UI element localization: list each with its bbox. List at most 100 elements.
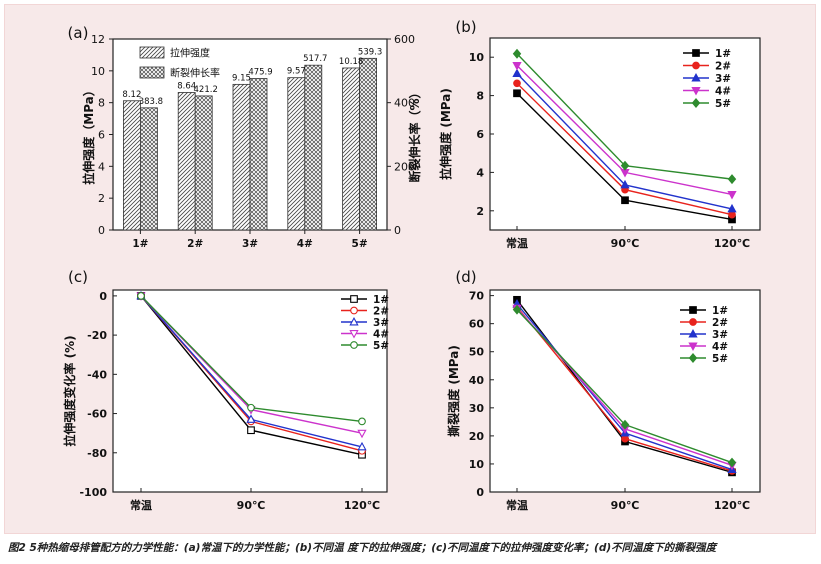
y-tick-label: 50 (469, 346, 485, 359)
legend: 1#2#3#4#5# (341, 294, 389, 352)
legend-marker (350, 341, 358, 349)
legend-marker (349, 330, 359, 339)
data-label-tensile: 8.64 (177, 81, 196, 91)
legend-label: 5# (715, 98, 731, 110)
x-tick-label: 90℃ (611, 237, 640, 250)
y-right-tick-label: 200 (394, 160, 415, 173)
panel-label: (b) (455, 18, 476, 36)
x-tick-label: 4# (297, 238, 313, 250)
data-point-1# (513, 89, 521, 98)
data-label-elongation: 517.7 (303, 54, 327, 64)
x-tick-label: 2# (187, 238, 203, 250)
x-tick-label: 90℃ (237, 499, 266, 512)
legend-marker (350, 306, 358, 315)
bar-elongation (194, 95, 213, 231)
legend-label: 1# (715, 48, 731, 60)
legend-label: 4# (712, 341, 728, 353)
bar-elongation (359, 57, 378, 231)
y-tick-label: 0 (476, 486, 484, 499)
y-tick-label: -60 (87, 408, 107, 421)
data-point-3# (246, 414, 256, 423)
x-tick-label: 3# (242, 238, 258, 250)
y-tick-label: 6 (98, 129, 105, 142)
x-tick-label: 120℃ (714, 499, 750, 512)
x-tick-label: 120℃ (714, 237, 750, 250)
data-point-3# (512, 68, 522, 77)
y-tick-label: 30 (469, 402, 485, 415)
y-tick-label: 40 (469, 374, 485, 387)
legend-label: 5# (712, 353, 728, 365)
data-label-elongation: 475.9 (248, 68, 272, 78)
y-tick-label: 8 (98, 97, 105, 110)
y-right-tick-label: 400 (394, 97, 415, 110)
data-label-tensile: 9.15 (232, 73, 251, 83)
data-point-3# (727, 203, 737, 213)
legend-swatch-elongation (139, 66, 165, 79)
legend-marker (688, 342, 698, 352)
figure-caption: 图2 5种热缩母排管配方的力学性能：(a)常温下的力学性能；(b)不同温 度下的… (8, 542, 717, 554)
data-label-tensile: 10.18 (339, 57, 363, 67)
data-point-5# (620, 160, 630, 171)
y-tick-label: 0 (98, 224, 105, 237)
y-tick-label: 8 (476, 90, 484, 103)
data-point-4# (357, 429, 367, 439)
legend-marker (691, 72, 701, 82)
data-point-4# (512, 62, 522, 71)
y-tick-label: 20 (469, 430, 485, 443)
y-tick-label: 10 (469, 458, 485, 471)
legend-marker (691, 98, 701, 108)
legend-label: 4# (373, 329, 389, 341)
y-tick-label: 0 (99, 290, 107, 303)
panel-d: (d) 常温 90℃ 120℃ 0 10 20 30 40 50 60 70 撕裂强度 (MPa) 1#2… (446, 268, 761, 512)
bar-tensile (177, 92, 196, 231)
legend-label: 5# (373, 340, 389, 352)
data-label-tensile: 8.12 (122, 90, 141, 100)
y-axis-label: 撕裂强度 (MPa) (446, 345, 461, 437)
x-tick-label: 常温 (130, 498, 152, 512)
x-tick-label: 常温 (506, 236, 528, 250)
data-point-5# (512, 48, 522, 59)
y-right-tick-label: 0 (394, 224, 401, 237)
bar-elongation (139, 107, 158, 231)
y-tick-label: 6 (476, 128, 484, 141)
legend-swatch-tensile (139, 46, 165, 59)
x-tick-label: 5# (352, 238, 368, 250)
data-point-1# (247, 426, 255, 435)
y-tick-label: 2 (98, 192, 105, 205)
bar-tensile (342, 67, 361, 231)
y-tick-label: 2 (476, 205, 484, 218)
data-point-5# (247, 403, 255, 412)
data-label-elongation: 383.8 (139, 97, 163, 107)
legend-label: 2# (715, 61, 731, 73)
y-axis-label: 拉伸强度（MPa） (81, 84, 96, 185)
legend: 1#2#3#4#5# (680, 305, 728, 365)
data-label-elongation: 421.2 (194, 85, 218, 95)
data-point-5# (727, 457, 737, 468)
y-right-tick-label: 600 (394, 33, 415, 46)
data-point-4# (727, 191, 737, 200)
legend-label: 3# (373, 317, 389, 329)
legend-label-tensile: 拉伸强度 (170, 47, 210, 60)
y-axis-label: 拉伸强度变化率 (%) (62, 335, 77, 446)
legend-label: 3# (712, 329, 728, 341)
plot-area (112, 289, 388, 493)
legend-label: 1# (373, 294, 389, 306)
legend-label: 3# (715, 73, 731, 85)
data-point-5# (727, 174, 737, 185)
data-point-3# (620, 179, 630, 189)
legend-marker (349, 316, 359, 326)
y-tick-label: -80 (87, 447, 107, 460)
panel-c: (c) 常温 90℃ 120℃ 0 -20 -40 -60 -80 -100 拉伸强度变化率 (%)… (62, 268, 389, 512)
data-point-5# (620, 419, 630, 430)
y-tick-label: -100 (79, 486, 107, 499)
y-tick-label: 10 (91, 65, 105, 78)
legend-label: 1# (712, 305, 728, 317)
y-tick-label: 60 (469, 318, 485, 331)
x-tick-label: 90℃ (611, 499, 640, 512)
legend-marker (692, 61, 700, 70)
y-tick-label: 70 (469, 290, 485, 303)
panel-label: (c) (68, 268, 88, 286)
legend-marker (350, 295, 358, 303)
